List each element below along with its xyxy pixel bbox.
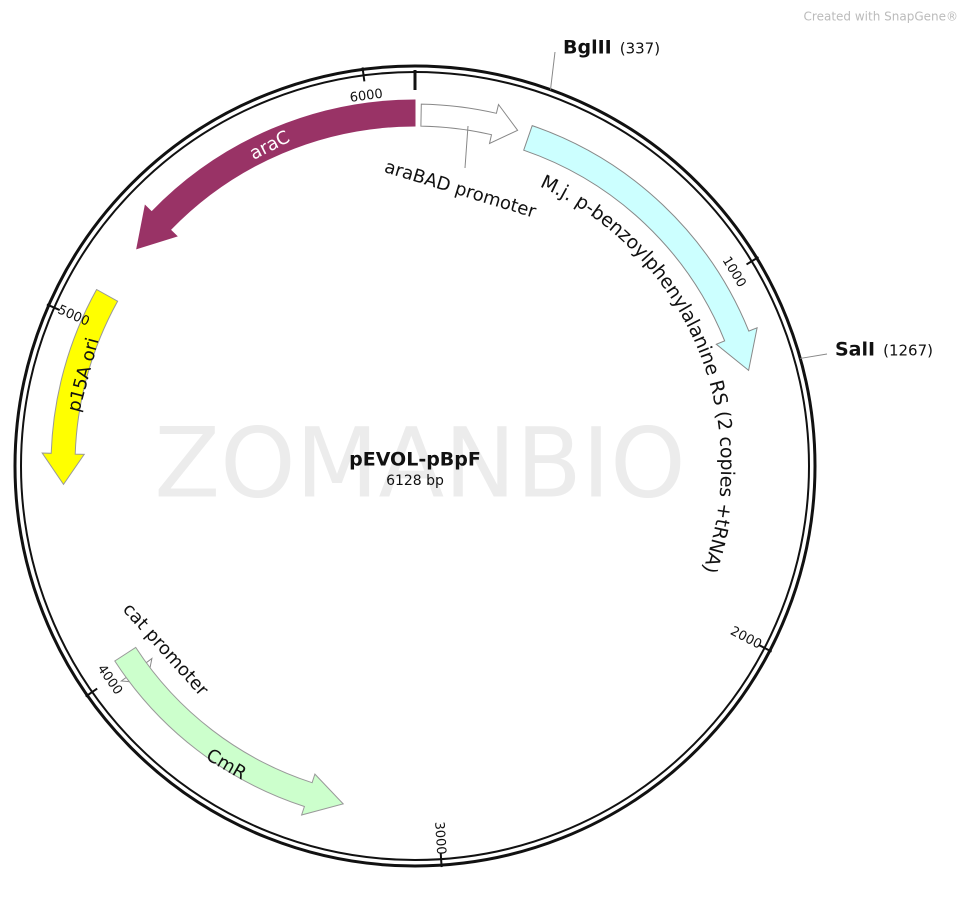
feature-arrow [114, 646, 345, 816]
position-label: 5000 [55, 303, 91, 330]
position-tick [439, 853, 443, 868]
feature-arrow [41, 288, 119, 486]
feature-arrow [523, 124, 758, 372]
position-tick [85, 687, 98, 698]
position-tick [46, 303, 61, 311]
feature-arrow [136, 99, 416, 250]
position-tick [746, 256, 760, 266]
plasmid-name: pEVOL-pBpF [349, 449, 481, 471]
plasmid-length: 6128 bp [386, 473, 444, 489]
position-label: 6000 [349, 87, 384, 106]
site-position: (1267) [883, 342, 933, 360]
label-leader [464, 125, 469, 169]
position-tick [758, 644, 773, 653]
features [41, 99, 758, 816]
feature-arrow [420, 103, 519, 145]
backbone-outer [13, 64, 817, 868]
site-leader [800, 353, 828, 359]
feature-label: araBAD promoter [382, 156, 539, 222]
position-tick [361, 67, 366, 82]
site-name: SalI [835, 339, 875, 361]
site-position: (337) [620, 40, 660, 58]
position-label: 2000 [728, 624, 764, 653]
position-label: 3000 [431, 821, 448, 855]
site-leader [549, 51, 556, 90]
site-name: BglII [563, 37, 612, 59]
watermark: ZOMANBIO [154, 407, 685, 519]
credit: Created with SnapGene® [804, 10, 958, 24]
